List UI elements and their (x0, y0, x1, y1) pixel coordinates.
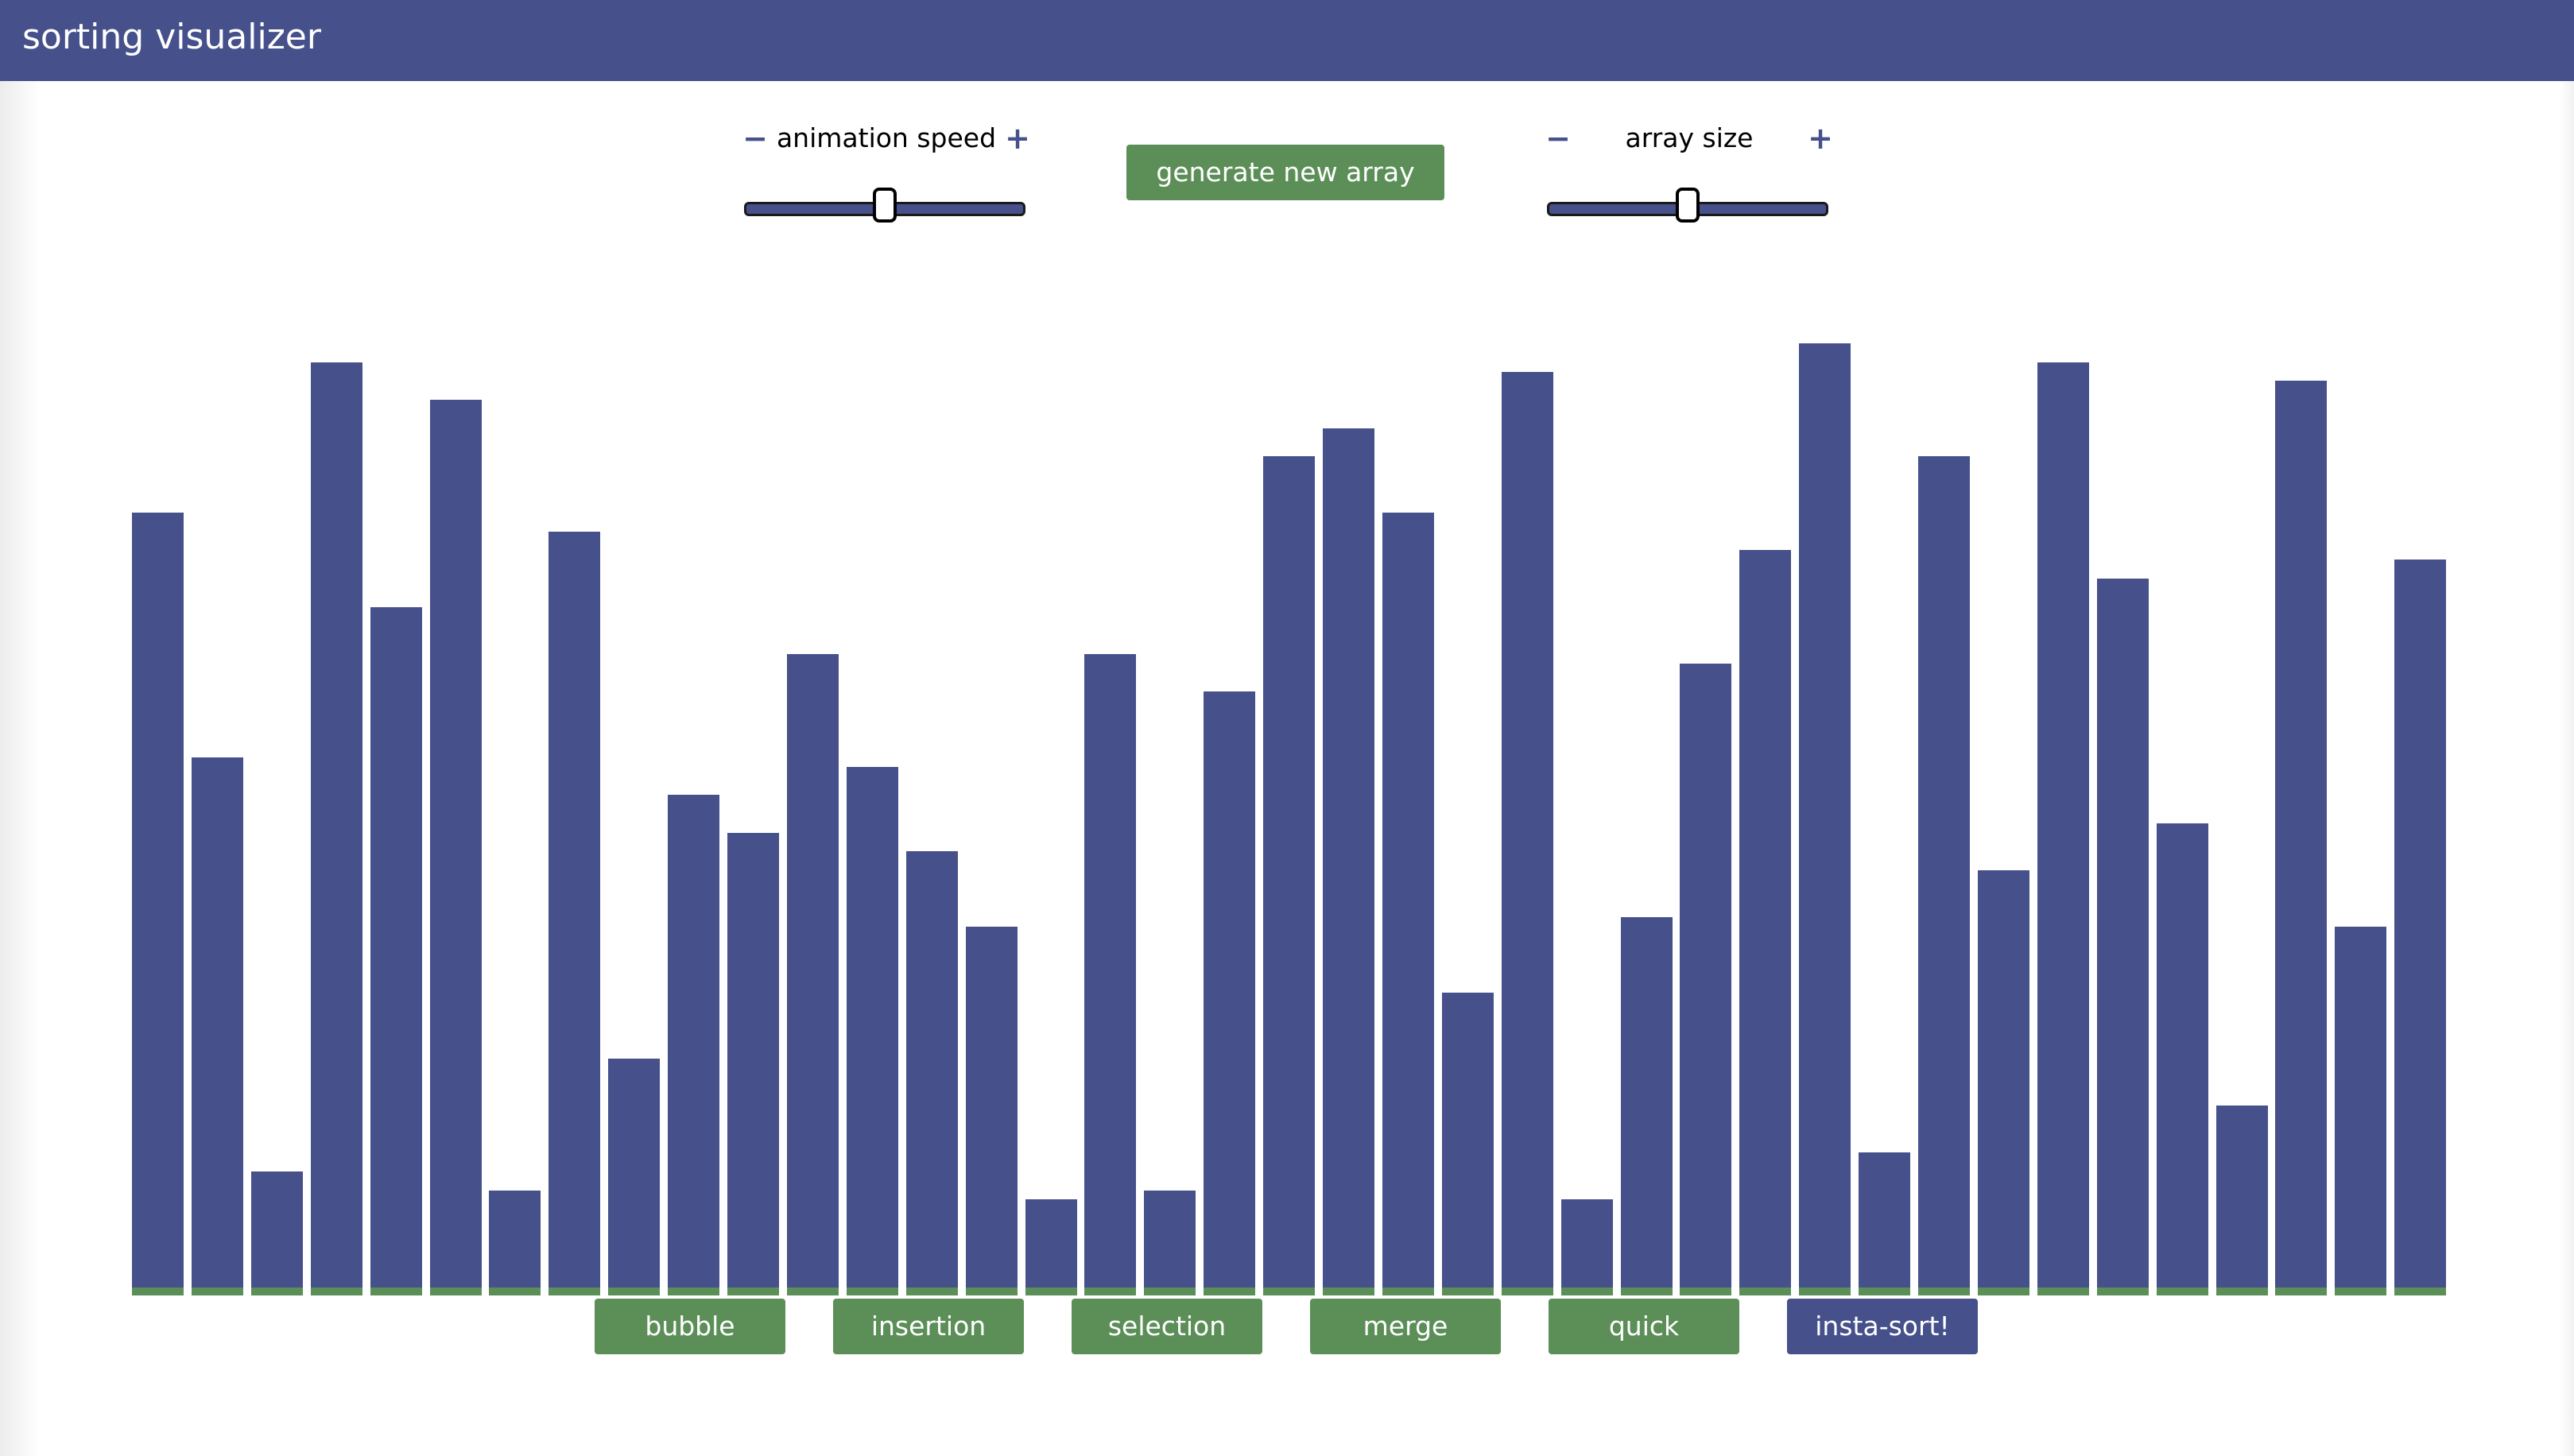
array-bar (549, 532, 600, 1295)
animation-speed-control: − animation speed + (739, 114, 1033, 223)
speed-increase-button[interactable]: + (1005, 121, 1030, 156)
array-bar (430, 400, 482, 1295)
array-size-thumb[interactable] (1676, 188, 1700, 223)
array-bar (132, 513, 184, 1295)
insertion-sort-button[interactable]: insertion (833, 1299, 1024, 1354)
animation-speed-thumb[interactable] (873, 188, 897, 223)
array-bar (847, 767, 898, 1295)
array-bar (2335, 927, 2386, 1295)
array-size-control: − array size + (1542, 114, 1836, 223)
array-bar (1263, 456, 1315, 1295)
selection-sort-button[interactable]: selection (1072, 1299, 1262, 1354)
bubble-sort-button[interactable]: bubble (595, 1299, 785, 1354)
array-bar (608, 1059, 660, 1295)
array-bar (192, 757, 243, 1295)
array-bar (1502, 372, 1553, 1295)
array-bar (370, 607, 422, 1295)
array-bar (1323, 428, 1374, 1295)
insta-sort-button[interactable]: insta-sort! (1787, 1299, 1978, 1354)
array-bar (2394, 560, 2446, 1295)
array-bar (1204, 691, 1255, 1295)
array-bar (1739, 550, 1791, 1295)
app-title: sorting visualizer (22, 17, 321, 57)
array-bar (311, 362, 362, 1295)
array-bar (1859, 1152, 1910, 1295)
array-bar (966, 927, 1018, 1295)
array-bar (906, 851, 958, 1295)
main-area: − animation speed + generate new array −… (0, 81, 2574, 1456)
app-header: sorting visualizer (0, 0, 2574, 81)
speed-decrease-button[interactable]: − (742, 121, 768, 156)
array-bar (1084, 654, 1136, 1295)
generate-new-array-button[interactable]: generate new array (1126, 145, 1444, 200)
array-bar (2037, 362, 2089, 1295)
array-bar (2157, 823, 2208, 1295)
array-size-label: array size (1625, 122, 1754, 153)
array-bar (1382, 513, 1434, 1295)
array-bar (1918, 456, 1970, 1295)
animation-speed-label: animation speed (776, 122, 997, 153)
array-bar (2216, 1106, 2268, 1295)
size-increase-button[interactable]: + (1808, 121, 1833, 156)
array-bar (251, 1171, 303, 1295)
array-bar (2275, 381, 2327, 1295)
merge-sort-button[interactable]: merge (1310, 1299, 1501, 1354)
array-bar (1561, 1199, 1613, 1295)
array-bar (1025, 1199, 1077, 1295)
array-bar (1978, 870, 2029, 1295)
array-bar (668, 795, 719, 1295)
array-bar (1799, 343, 1851, 1295)
size-decrease-button[interactable]: − (1545, 121, 1571, 156)
array-bar (727, 833, 779, 1295)
array-bar (1621, 917, 1673, 1295)
array-bars-chart (132, 259, 2446, 1295)
array-bar (1680, 664, 1731, 1295)
quick-sort-button[interactable]: quick (1549, 1299, 1739, 1354)
array-bar (489, 1191, 541, 1295)
array-bar (1144, 1191, 1196, 1295)
array-bar (1442, 993, 1494, 1295)
array-bar (2097, 579, 2149, 1295)
array-bar (787, 654, 839, 1295)
